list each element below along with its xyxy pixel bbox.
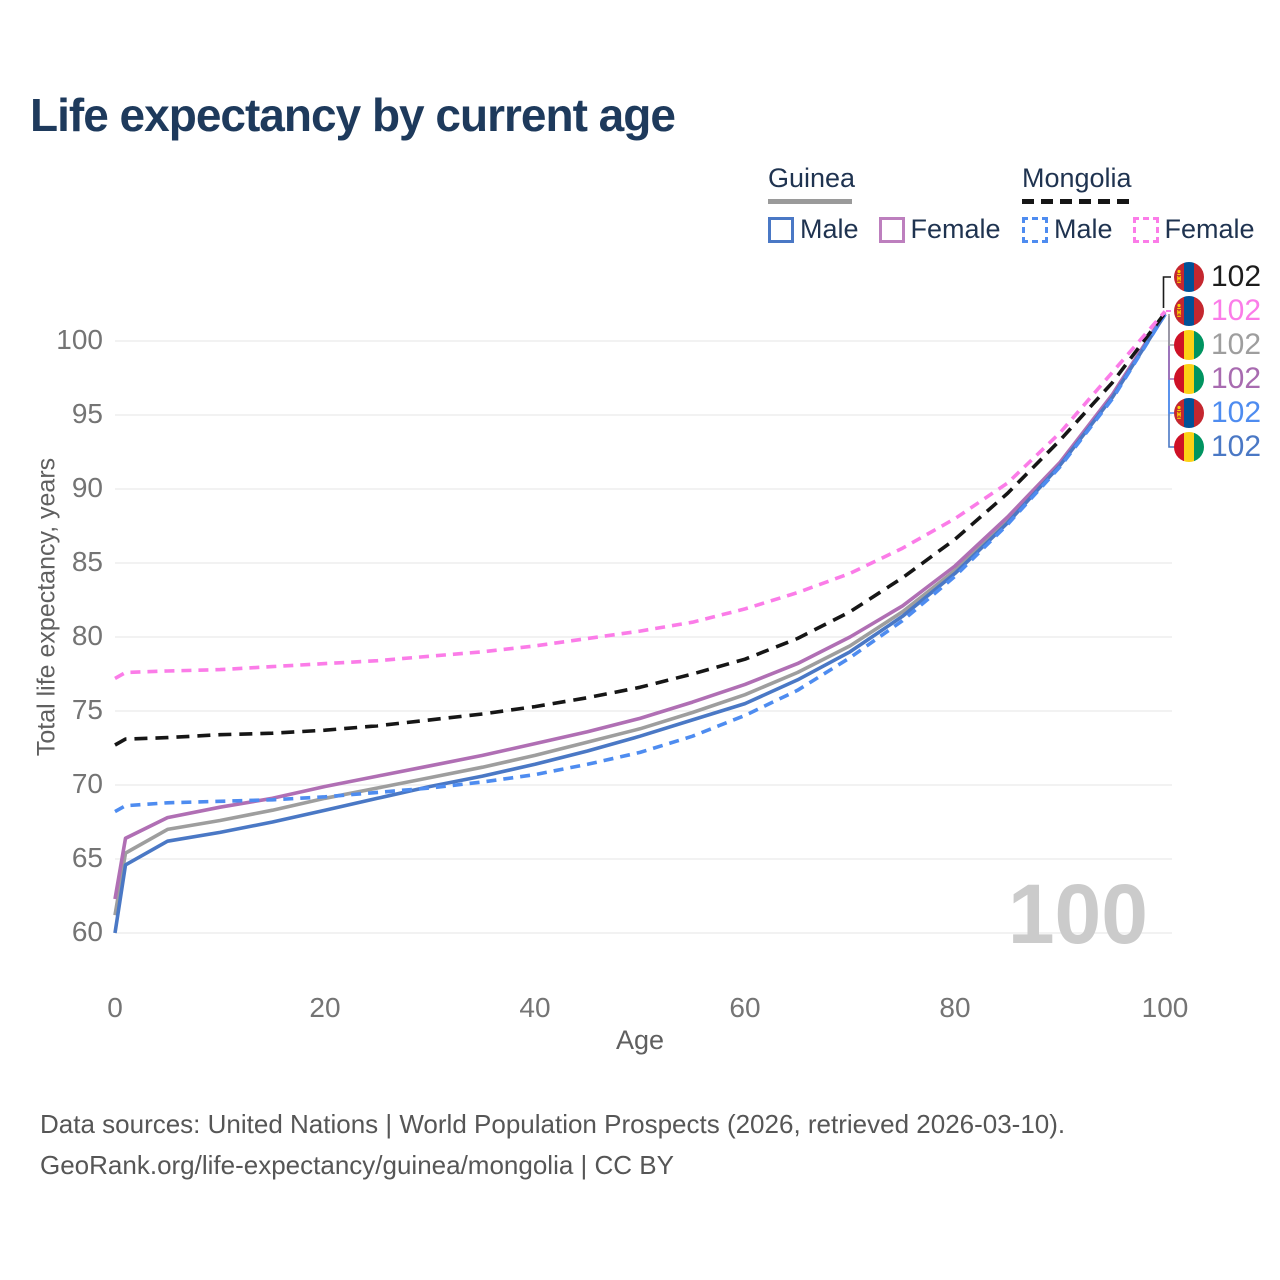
- legend-item-mongolia-female[interactable]: Female: [1132, 214, 1255, 245]
- guinea-flag-icon: [1174, 330, 1204, 360]
- end-label-guinea-all: 102: [1174, 328, 1261, 362]
- mongolia-flag-icon: [1174, 296, 1204, 326]
- end-label-mongolia-male: 102: [1174, 396, 1261, 430]
- guinea-female-checkbox-icon: [878, 216, 905, 243]
- y-tick-label: 100: [56, 324, 103, 355]
- y-tick-label: 70: [71, 768, 103, 799]
- y-tick-label: 85: [71, 546, 103, 577]
- legend-group-mongolia: Mongolia Male Female: [1022, 163, 1255, 245]
- leader-line: [1162, 276, 1171, 308]
- series-line-guinea-male: [113, 313, 1167, 934]
- y-tick-label: 95: [71, 398, 103, 429]
- x-tick-label: 20: [309, 992, 341, 1023]
- end-label-mongolia-female: 102: [1174, 294, 1261, 328]
- leader-line: [1168, 314, 1175, 346]
- mongolia-female-checkbox-icon: [1132, 216, 1159, 243]
- y-tick-label: 90: [71, 472, 103, 503]
- end-label-value: 102: [1211, 362, 1262, 395]
- legend-label-guinea-female: Female: [910, 214, 1001, 244]
- series-line-mongolia-all: [114, 311, 1167, 747]
- y-tick-label: 60: [71, 916, 103, 947]
- footer: Data sources: United Nations | World Pop…: [40, 1104, 1065, 1186]
- legend-label-mongolia-male: Male: [1054, 214, 1113, 244]
- guinea-flag-icon: [1174, 432, 1204, 462]
- guinea-line-style-sample: [768, 199, 852, 204]
- mongolia-flag-icon: [1174, 262, 1204, 292]
- x-tick-label: 100: [1141, 992, 1189, 1023]
- mongolia-flag-icon: [1174, 398, 1204, 428]
- age-counter-watermark: 100: [1007, 867, 1148, 961]
- y-tick-label: 75: [71, 694, 103, 725]
- x-tick-label: 40: [519, 992, 551, 1023]
- series-line-mongolia-female: [114, 310, 1167, 680]
- footer-url: GeoRank.org/life-expectancy/guinea/mongo…: [40, 1150, 674, 1180]
- legend-label-mongolia-female: Female: [1164, 214, 1255, 244]
- end-label-value: 102: [1211, 430, 1262, 463]
- y-tick-label: 65: [71, 842, 103, 873]
- x-tick-label: 80: [939, 992, 971, 1023]
- x-tick-label: 0: [107, 992, 123, 1023]
- footer-data-sources: Data sources: United Nations | World Pop…: [40, 1109, 1066, 1139]
- legend-item-mongolia-male[interactable]: Male: [1022, 214, 1113, 245]
- legend-country-mongolia-label: Mongolia: [1022, 163, 1132, 193]
- legend-country-guinea-label: Guinea: [768, 163, 856, 193]
- guinea-male-checkbox-icon: [768, 216, 794, 243]
- end-label-value: 102: [1211, 328, 1262, 361]
- legend-item-guinea-female[interactable]: Female: [878, 214, 1001, 245]
- series-line-guinea-all: [113, 313, 1167, 916]
- end-label-mongolia-all: 102: [1174, 260, 1261, 294]
- end-label-value: 102: [1211, 396, 1262, 429]
- series-line-guinea-female: [113, 311, 1167, 900]
- end-label-guinea-female: 102: [1174, 362, 1261, 396]
- guinea-flag-icon: [1174, 364, 1204, 394]
- x-tick-label: 60: [729, 992, 761, 1023]
- legend-label-guinea-male: Male: [800, 214, 859, 244]
- legend-item-guinea-male[interactable]: Male: [768, 214, 859, 245]
- page-title: Life expectancy by current age: [30, 89, 676, 141]
- end-label-value: 102: [1211, 260, 1262, 293]
- end-label-guinea-male: 102: [1174, 430, 1261, 464]
- end-label-value: 102: [1211, 294, 1262, 327]
- legend-group-guinea: Guinea Male Female: [768, 163, 1001, 245]
- y-axis-title: Total life expectancy, years: [32, 457, 61, 757]
- mongolia-male-checkbox-icon: [1022, 216, 1048, 243]
- mongolia-line-style-sample: [1022, 199, 1130, 204]
- y-tick-label: 80: [71, 620, 103, 651]
- x-axis-title: Age: [615, 1025, 665, 1055]
